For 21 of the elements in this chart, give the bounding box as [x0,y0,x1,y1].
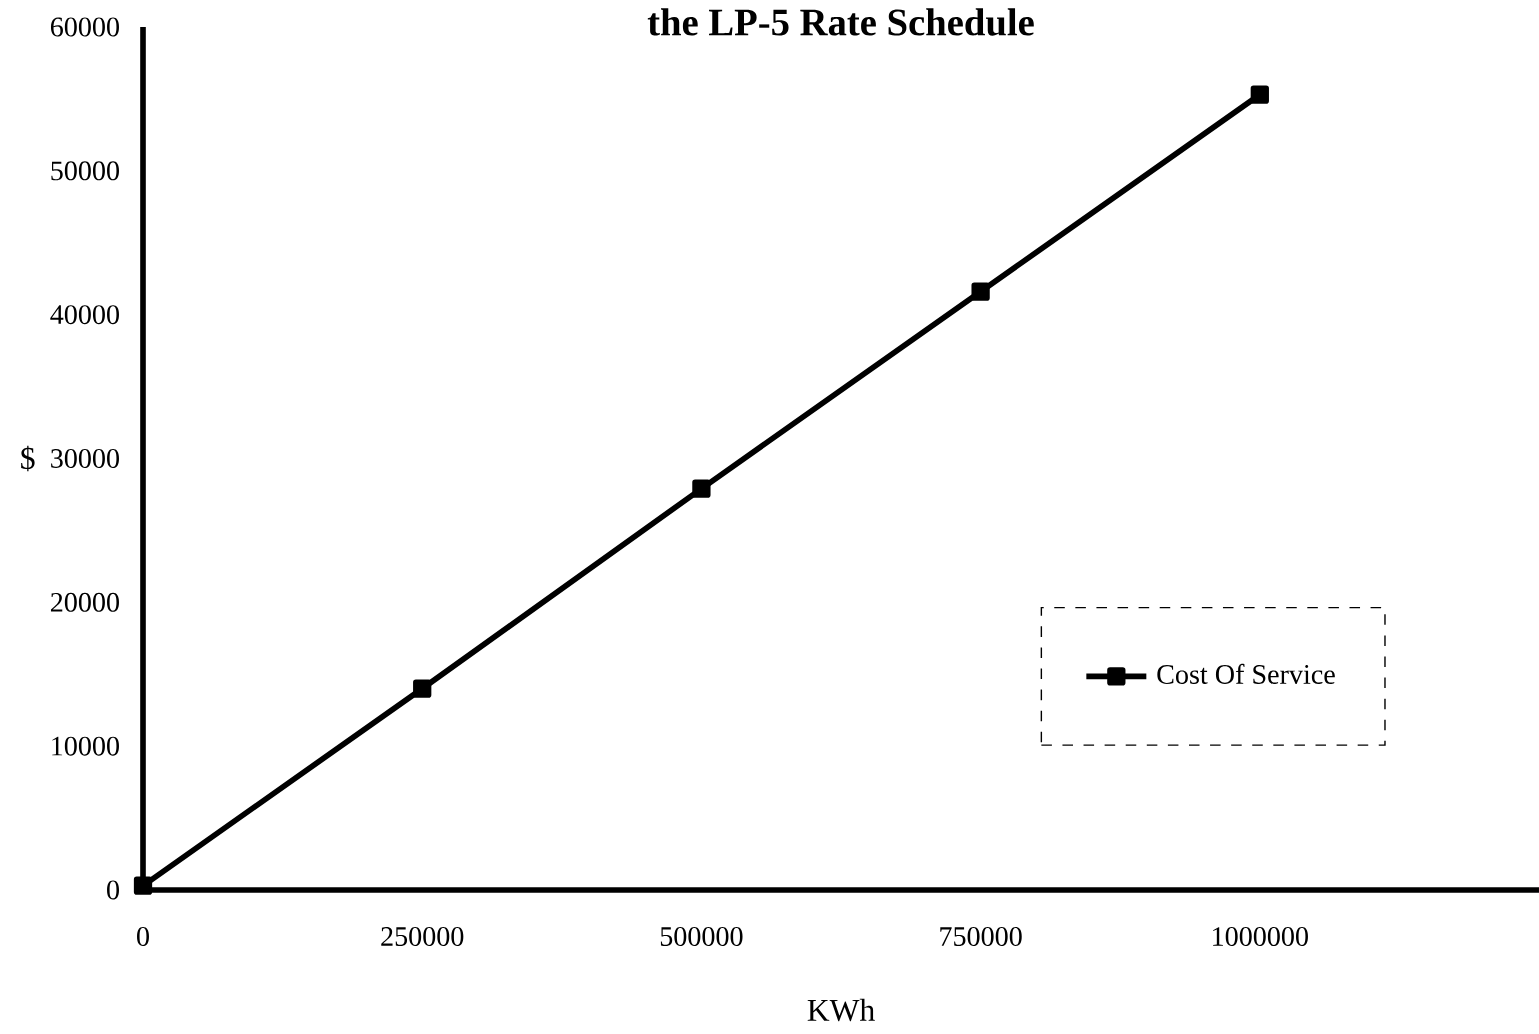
y-tick-label: 0 [107,880,119,900]
point [1250,85,1269,104]
y-tick-label: 40000 [50,305,119,325]
point [971,282,990,301]
x-axis-title: KWh [807,998,875,1022]
point [692,479,711,498]
x-tick-label: 1000000 [1213,927,1308,946]
y-tick-label: 60000 [50,17,119,37]
legend-label: Cost Of Service [1157,663,1335,684]
y-axis-title: $ [21,445,35,472]
y-tick-label: 50000 [51,161,119,181]
y-tick-label: 20000 [50,592,119,612]
x-tick-label: 500000 [660,927,743,946]
x-tick-label: 750000 [940,927,1022,946]
x-tick-label: 250000 [381,927,464,946]
point [413,679,432,698]
x-tick-label: 0 [137,927,149,946]
chart-title: the LP-5 Rate Schedule [647,8,1034,36]
y-tick-label: 10000 [52,736,119,756]
y-tick-label: 30000 [51,449,119,468]
point [133,876,153,895]
